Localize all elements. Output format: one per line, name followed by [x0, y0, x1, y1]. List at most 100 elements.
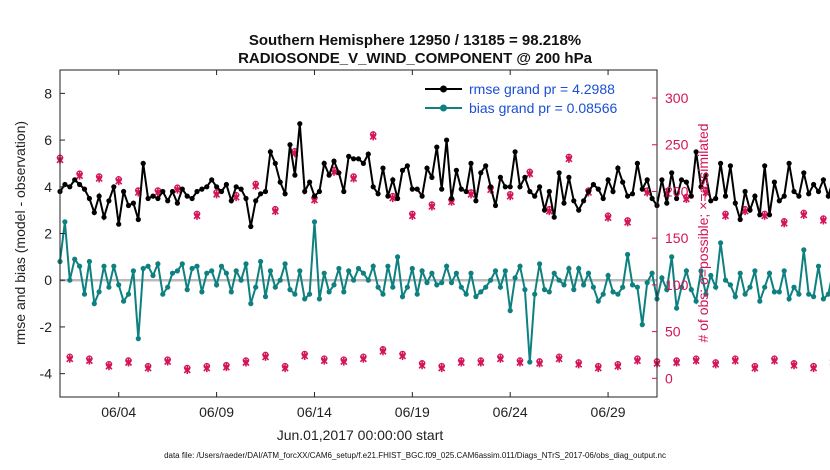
obs-assimilated-marker	[506, 192, 514, 201]
obs-assimilated-marker	[359, 354, 367, 363]
bias-point	[825, 291, 830, 297]
obs-point	[555, 353, 563, 363]
rmse-point	[419, 193, 425, 199]
obs-assimilated-marker	[173, 185, 182, 194]
rmse-point	[737, 216, 743, 223]
bias-point	[532, 291, 538, 297]
rmse-point	[72, 177, 78, 183]
rmse-point	[307, 179, 313, 185]
rmse-point	[390, 177, 396, 183]
rmse-point	[488, 184, 494, 190]
rmse-point	[561, 200, 567, 206]
rmse-point	[502, 184, 508, 190]
bias-point	[67, 277, 73, 283]
rmse-point	[541, 207, 548, 213]
rmse-point	[747, 207, 753, 213]
rmse-point	[678, 177, 685, 183]
rmse-point	[424, 165, 430, 171]
rmse-point	[458, 186, 464, 192]
bias-point	[796, 291, 802, 297]
bias-point	[385, 263, 391, 269]
obs-assimilated-marker	[565, 154, 573, 163]
bias-point	[629, 282, 636, 288]
rmse-point	[204, 184, 210, 190]
obs-assimilated-marker	[398, 351, 407, 360]
obs-assimilated-marker	[301, 351, 309, 360]
obs-assimilated-marker	[124, 358, 133, 367]
rmse-point	[409, 186, 415, 192]
obs-assimilated-marker	[95, 174, 103, 183]
bias-point	[483, 284, 489, 290]
bias-point	[199, 289, 205, 295]
bias-point	[96, 289, 102, 295]
y-right-tick-label: 250	[665, 137, 689, 153]
rmse-point	[448, 195, 455, 202]
rmse-point	[155, 195, 161, 202]
obs-point	[144, 362, 152, 373]
obs-assimilated-marker	[144, 364, 152, 373]
obs-point	[379, 346, 387, 356]
bias-point	[223, 270, 229, 276]
rmse-point	[248, 223, 254, 230]
rmse-point	[478, 170, 484, 176]
rmse-point	[791, 188, 797, 195]
bias-point	[752, 268, 758, 274]
x-tick-label: 06/29	[591, 404, 626, 420]
bias-point	[556, 277, 562, 283]
rmse-point	[351, 156, 357, 162]
bias-point	[732, 294, 738, 300]
bias-point	[806, 291, 812, 297]
rmse-point	[121, 188, 127, 195]
obs-assimilated-marker	[633, 356, 641, 365]
obs-assimilated-marker	[193, 211, 201, 220]
bias-point	[737, 270, 743, 276]
legend-rmse-label: rmse grand pr = 4.2988	[469, 81, 615, 97]
rmse-series	[57, 121, 830, 230]
rmse-point	[688, 193, 694, 199]
rmse-point	[311, 193, 318, 199]
bias-point	[267, 268, 273, 274]
obs-point	[105, 360, 113, 371]
rmse-point	[517, 184, 523, 190]
rmse-point	[385, 193, 391, 199]
y-left-tick-label: 0	[44, 272, 52, 288]
obs-assimilated-marker	[682, 194, 690, 203]
rmse-point	[297, 121, 303, 127]
obs-assimilated-marker	[555, 354, 563, 363]
rmse-point	[585, 188, 592, 195]
obs-assimilated-marker	[242, 358, 250, 367]
rmse-point	[81, 186, 88, 192]
bias-point	[678, 284, 685, 290]
obs-assimilated-marker	[350, 174, 358, 183]
x-tick-label: 06/09	[199, 404, 234, 420]
rmse-point	[135, 216, 141, 223]
x-tick-label: 06/04	[101, 404, 136, 420]
legend-bias-marker	[440, 104, 447, 112]
bias-point	[747, 284, 753, 290]
bias-point	[380, 291, 386, 297]
rmse-point	[507, 184, 513, 190]
rmse-point	[610, 188, 616, 195]
rmse-point	[414, 186, 420, 192]
bias-point	[488, 277, 494, 283]
obs-assimilated-marker	[389, 194, 397, 203]
y-right-tick-label: 150	[665, 230, 689, 246]
rmse-point	[272, 160, 278, 166]
obs-assimilated-marker	[105, 362, 113, 371]
bias-point	[581, 282, 587, 288]
rmse-point	[174, 200, 180, 206]
obs-point	[506, 190, 514, 201]
bias-point	[326, 289, 332, 295]
rmse-point	[267, 149, 273, 155]
obs-assimilated-marker	[810, 364, 818, 373]
chart-title-line2: RADIOSONDE_V_WIND_COMPONENT @ 200 hPa	[238, 50, 593, 67]
obs-assimilated-marker	[164, 357, 172, 366]
obs-assimilated-marker	[673, 358, 681, 367]
y-right-tick-label: 300	[665, 90, 689, 106]
rmse-point	[140, 160, 146, 166]
bias-point	[776, 289, 782, 295]
obs-point	[692, 355, 700, 365]
bias-point	[492, 268, 499, 274]
rmse-point	[483, 163, 489, 169]
